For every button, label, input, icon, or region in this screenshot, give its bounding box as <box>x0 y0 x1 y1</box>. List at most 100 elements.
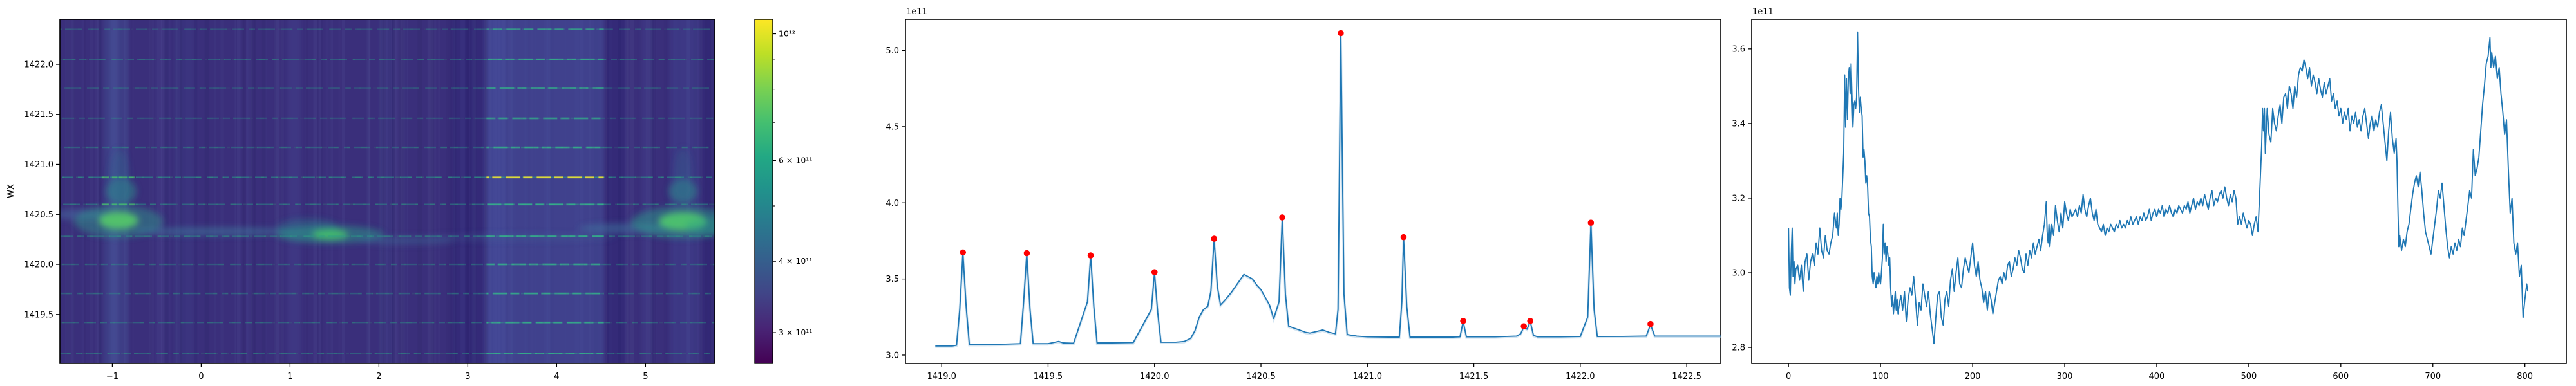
heatmap-striation <box>261 19 266 363</box>
plot2-offset-label: 1e11 <box>906 7 927 17</box>
plot1-xtick-label: 5 <box>643 372 648 381</box>
plot2-xtick-label: 1419.5 <box>1034 372 1063 381</box>
heatmap-striation <box>150 19 152 363</box>
heatmap-striation <box>274 19 279 363</box>
heatmap-striation <box>318 19 321 363</box>
plot2-peak-marker <box>1527 318 1533 324</box>
heatmap-striation <box>66 19 70 363</box>
heatmap-striation <box>366 19 371 363</box>
heatmap-striation <box>321 19 323 363</box>
plot2-xtick-label: 1422.0 <box>1566 372 1595 381</box>
plot2-line <box>935 33 1721 347</box>
plot2-ytick-label: 3.0 <box>886 351 899 360</box>
heatmap-band <box>605 19 627 363</box>
heatmap-striation <box>428 19 433 363</box>
plot2-xtick-label: 1421.0 <box>1353 372 1383 381</box>
heatmap-striation <box>95 19 99 363</box>
plot2-peak-marker <box>1460 318 1466 324</box>
heatmap-striation <box>399 19 402 363</box>
heatmap-striation <box>254 19 255 363</box>
plot3-offset-label: 1e11 <box>1752 7 1774 17</box>
heatmap-blob <box>428 234 615 241</box>
plot3-xtick-label: 800 <box>2517 372 2533 381</box>
heatmap-striation <box>194 19 197 363</box>
heatmap-band <box>641 19 651 363</box>
heatmap-striation <box>625 19 628 363</box>
heatmap-striation <box>266 19 267 363</box>
plot1-xtick-label: 3 <box>465 372 470 381</box>
heatmap-striation <box>156 19 162 363</box>
plot1-ytick-label: 1419.5 <box>24 310 54 320</box>
plot3-ytick-label: 2.8 <box>1732 344 1745 353</box>
plot2-peak-marker <box>1023 250 1030 257</box>
heatmap-striation <box>84 19 86 363</box>
heatmap-striation <box>627 19 630 363</box>
plot2-ytick-label: 3.5 <box>886 275 899 284</box>
heatmap-striation <box>429 19 431 363</box>
heatmap-striation <box>395 19 399 363</box>
heatmap-striation <box>341 19 345 363</box>
heatmap-band <box>381 19 392 363</box>
plot3-ytick-label: 3.6 <box>1732 44 1745 54</box>
heatmap-striation <box>399 19 404 363</box>
heatmap-striation <box>431 19 435 363</box>
colorbar-tick-label: 6 × 10¹¹ <box>779 156 812 165</box>
heatmap-striation <box>326 19 330 363</box>
plot3-xtick-label: 300 <box>2057 372 2073 381</box>
heatmap-striation <box>656 19 657 363</box>
plot3-xtick-label: 100 <box>1873 372 1889 381</box>
plot2-xtick-label: 1422.5 <box>1672 372 1701 381</box>
heatmap-striation <box>248 19 252 363</box>
plot3-xtick-label: 400 <box>2149 372 2165 381</box>
plot3-ytick-label: 3.2 <box>1732 194 1745 203</box>
heatmap-striation <box>446 19 451 363</box>
heatmap-striation <box>160 19 166 363</box>
heatmap-striation <box>405 19 407 363</box>
heatmap-striation <box>432 19 437 363</box>
heatmap-striation <box>438 19 440 363</box>
heatmap-striation <box>73 19 75 363</box>
plot2-peak-marker <box>960 249 967 256</box>
plot2-xtick-label: 1421.5 <box>1459 372 1489 381</box>
plot1-ytick-label: 1421.5 <box>24 110 54 120</box>
heatmap-striation <box>306 19 308 363</box>
heatmap-striation <box>82 19 84 363</box>
heatmap-striation <box>65 19 70 363</box>
heatmap-striation <box>630 19 634 363</box>
heatmap-striation <box>250 19 254 363</box>
heatmap-striation <box>99 19 101 363</box>
heatmap-blob <box>674 148 692 201</box>
plot3-ytick-label: 3.0 <box>1732 268 1745 278</box>
heatmap-striation <box>280 19 284 363</box>
plot1-ytick-label: 1420.5 <box>24 210 54 220</box>
heatmap-striation <box>155 19 157 363</box>
plot1-xtick-label: −1 <box>106 372 118 381</box>
plot2-ytick-label: 4.0 <box>886 199 899 208</box>
heatmap-striation <box>392 19 395 363</box>
plot3-xtick-label: 500 <box>2240 372 2257 381</box>
plot1-ytick-label: 1422.0 <box>24 60 54 69</box>
heatmap-striation <box>97 19 101 363</box>
heatmap-band <box>451 19 487 363</box>
plot2-spines <box>905 19 1721 364</box>
plot3-spines <box>1751 19 2567 364</box>
heatmap-striation <box>70 19 75 363</box>
heatmap-striation <box>164 19 166 363</box>
plot1-ytick-label: 1421.0 <box>24 160 54 170</box>
plot2-ytick-label: 5.0 <box>886 46 899 56</box>
heatmap-striation <box>379 19 383 363</box>
plot1-xtick-label: 4 <box>554 372 559 381</box>
plot2-line-halo <box>935 34 1721 348</box>
colorbar <box>754 19 773 364</box>
plot1-spines <box>59 19 715 364</box>
heatmap-striation <box>242 19 246 363</box>
plot3-line <box>1788 31 2528 345</box>
heatmap-striation <box>236 19 241 363</box>
heatmap-striation <box>427 19 432 363</box>
heatmap-striation <box>313 19 318 363</box>
colorbar-tick-label: 4 × 10¹¹ <box>779 256 812 266</box>
heatmap-striation <box>246 19 249 363</box>
heatmap-striation <box>393 19 397 363</box>
heatmap-striation <box>234 19 236 363</box>
